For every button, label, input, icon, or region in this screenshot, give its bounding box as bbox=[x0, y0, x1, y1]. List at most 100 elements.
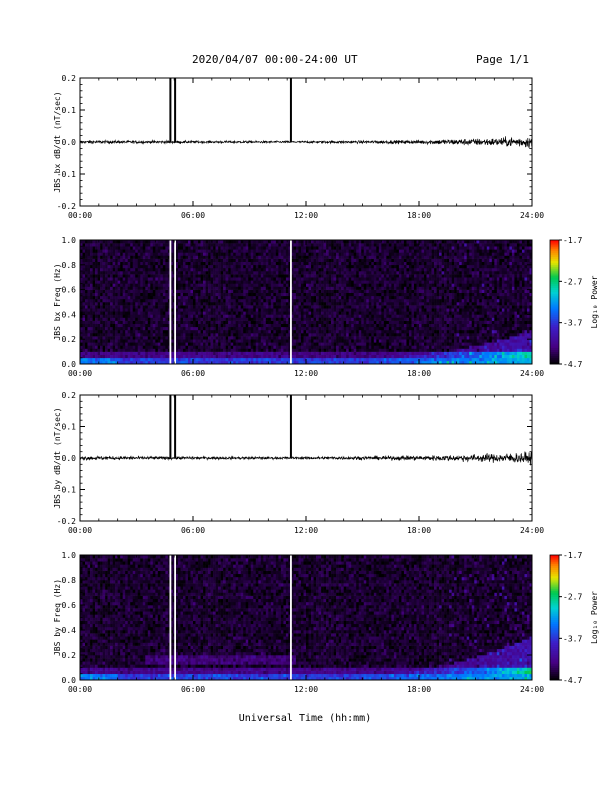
heatmap-cell bbox=[338, 348, 342, 352]
heatmap-cell bbox=[150, 255, 154, 259]
heatmap-cell bbox=[288, 252, 292, 256]
heatmap-cell bbox=[245, 317, 249, 321]
heatmap-cell bbox=[130, 243, 134, 247]
heatmap-cell bbox=[117, 286, 121, 290]
heatmap-cell bbox=[280, 274, 284, 278]
heatmap-cell bbox=[250, 305, 254, 309]
heatmap-cell bbox=[273, 305, 277, 309]
heatmap-cell bbox=[240, 357, 244, 362]
heatmap-cell bbox=[170, 286, 174, 290]
heatmap-cell bbox=[97, 333, 101, 337]
heatmap-cell bbox=[100, 314, 103, 318]
heatmap-cell bbox=[218, 302, 221, 306]
heatmap-cell bbox=[200, 305, 204, 309]
heatmap-cell bbox=[122, 323, 126, 328]
heatmap-cell bbox=[331, 314, 334, 318]
heatmap-cell bbox=[348, 261, 352, 266]
heatmap-cell bbox=[326, 326, 329, 331]
heatmap-cell bbox=[316, 317, 319, 321]
heatmap-cell bbox=[177, 354, 181, 359]
heatmap-cell bbox=[122, 286, 126, 290]
heatmap-cell bbox=[180, 339, 184, 343]
heatmap-cell bbox=[165, 314, 169, 318]
heatmap-cell bbox=[260, 267, 264, 272]
heatmap-cell bbox=[298, 354, 302, 359]
heatmap-cell bbox=[268, 240, 272, 244]
heatmap-cell bbox=[371, 298, 375, 303]
heatmap-cell bbox=[90, 286, 93, 290]
heatmap-cell bbox=[366, 249, 370, 253]
heatmap-cell bbox=[363, 345, 367, 349]
heatmap-cell bbox=[203, 240, 206, 244]
heatmap-cell bbox=[248, 277, 252, 281]
heatmap-cell bbox=[195, 252, 199, 256]
heatmap-cell bbox=[213, 280, 216, 284]
heatmap-cell bbox=[223, 274, 226, 278]
heatmap-cell bbox=[150, 311, 154, 315]
heatmap-cell bbox=[381, 252, 385, 256]
heatmap-cell bbox=[240, 283, 244, 287]
heatmap-cell bbox=[311, 360, 314, 365]
heatmap-cell bbox=[140, 283, 144, 287]
heatmap-cell bbox=[285, 295, 289, 300]
heatmap-cell bbox=[122, 243, 126, 247]
heatmap-cell bbox=[220, 289, 224, 293]
heatmap-cell bbox=[381, 261, 385, 266]
heatmap-cell bbox=[331, 267, 334, 272]
heatmap-cell bbox=[85, 323, 88, 328]
heatmap-cell bbox=[328, 326, 332, 331]
heatmap-cell bbox=[112, 357, 116, 362]
heatmap-cell bbox=[371, 342, 375, 346]
heatmap-cell bbox=[311, 274, 314, 278]
heatmap-cell bbox=[295, 317, 299, 321]
heatmap-cell bbox=[306, 261, 309, 266]
heatmap-cell bbox=[300, 243, 304, 247]
heatmap-cell bbox=[223, 317, 226, 321]
heatmap-cell bbox=[182, 271, 186, 275]
heatmap-cell bbox=[308, 329, 312, 334]
heatmap-cell bbox=[361, 311, 365, 315]
heatmap-cell bbox=[300, 267, 304, 272]
heatmap-cell bbox=[275, 264, 279, 269]
heatmap-cell bbox=[95, 314, 98, 318]
heatmap-cell bbox=[250, 264, 254, 269]
heatmap-cell bbox=[328, 264, 332, 269]
heatmap-cell bbox=[270, 345, 274, 349]
heatmap-cell bbox=[300, 295, 304, 300]
heatmap-cell bbox=[373, 314, 377, 318]
heatmap-cell bbox=[203, 314, 206, 318]
heatmap-cell bbox=[366, 252, 370, 256]
heatmap-cell bbox=[275, 255, 279, 259]
heatmap-cell bbox=[132, 240, 136, 244]
heatmap-cell bbox=[341, 249, 344, 253]
heatmap-cell bbox=[200, 329, 204, 334]
heatmap-cell bbox=[215, 329, 219, 334]
heatmap-cell bbox=[331, 333, 334, 337]
heatmap-cell bbox=[120, 277, 123, 281]
heatmap-cell bbox=[140, 274, 144, 278]
heatmap-cell bbox=[303, 292, 307, 297]
heatmap-cell bbox=[105, 333, 108, 337]
heatmap-cell bbox=[193, 240, 196, 244]
heatmap-cell bbox=[228, 264, 231, 269]
heatmap-cell bbox=[132, 339, 136, 343]
heatmap-cell bbox=[205, 314, 209, 318]
heatmap-cell bbox=[378, 311, 382, 315]
heatmap-cell bbox=[321, 292, 324, 297]
heatmap-cell bbox=[162, 345, 166, 349]
heatmap-cell bbox=[373, 243, 377, 247]
heatmap-cell bbox=[260, 333, 264, 337]
heatmap-cell bbox=[195, 308, 199, 312]
heatmap-cell bbox=[333, 261, 337, 266]
heatmap-cell bbox=[313, 354, 317, 359]
heatmap-cell bbox=[112, 277, 116, 281]
heatmap-cell bbox=[185, 277, 189, 281]
heatmap-cell bbox=[142, 323, 146, 328]
heatmap-cell bbox=[265, 357, 269, 362]
heatmap-cell bbox=[125, 252, 129, 256]
heatmap-cell bbox=[298, 246, 302, 250]
heatmap-cell bbox=[285, 342, 289, 346]
heatmap-cell bbox=[92, 264, 96, 269]
heatmap-cell bbox=[185, 246, 189, 250]
heatmap-cell bbox=[371, 320, 375, 324]
